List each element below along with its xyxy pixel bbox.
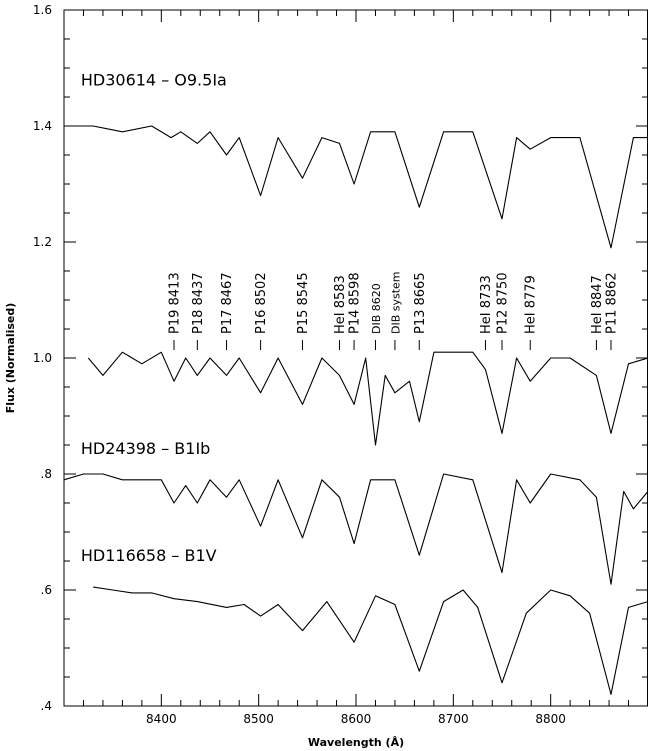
spectrum-series-4 [93, 586, 648, 695]
line-id-label: HeI 8733 [479, 275, 494, 334]
spectra [63, 125, 648, 695]
line-markers: P19 8413 P18 8437 P17 8467 P16 8502 P15 8545… [168, 271, 620, 350]
line-id-label: P16 8502 [254, 272, 269, 334]
y-tick-label: 1.2 [33, 235, 52, 249]
spectrum-series-3 [63, 473, 648, 585]
y-axis-title: Flux (Normalised) [4, 303, 17, 414]
x-axis-title: Wavelength (Å) [308, 736, 404, 749]
line-id-label: P15 8545 [296, 272, 311, 334]
spectrum-series-2 [87, 351, 648, 446]
line-id-label: HeI 8779 [524, 275, 539, 334]
line-id-label: P13 8665 [413, 272, 428, 334]
line-id-label: P18 8437 [191, 272, 206, 334]
star-label: HD30614 – O9.5Ia [81, 71, 227, 90]
y-tick-label: .6 [41, 583, 52, 597]
line-id-label: P12 8750 [496, 272, 511, 334]
line-id-label: DIB system [389, 271, 402, 334]
star-label: HD116658 – B1V [81, 546, 217, 565]
x-tick-label: 8700 [438, 712, 469, 726]
x-tick-label: 8600 [341, 712, 372, 726]
line-id-label: P14 8598 [348, 272, 363, 334]
y-tick-label: 1.4 [33, 119, 52, 133]
x-tick-label: 8400 [146, 712, 177, 726]
line-id-label: DIB 8620 [370, 283, 383, 334]
line-id-label: HeI 8583 [333, 275, 348, 334]
y-tick-label: .8 [41, 467, 52, 481]
line-id-label: HeI 8847 [590, 275, 605, 334]
y-tick-label: 1.6 [33, 3, 52, 17]
spectrum-series-1 [64, 125, 648, 249]
y-tick-label: 1.0 [33, 351, 52, 365]
star-label: HD24398 – B1Ib [81, 439, 210, 458]
axes: 8400 8500 8600 8700 8800 .4 .6 .8 1.0 1.2 1.4 1.6 [33, 3, 648, 726]
line-id-label: P17 8467 [220, 272, 235, 334]
x-tick-label: 8800 [535, 712, 566, 726]
y-tick-label: .4 [41, 699, 52, 713]
x-tick-label: 8500 [243, 712, 274, 726]
line-id-label: P11 8862 [605, 272, 620, 334]
labels: HD30614 – O9.5Ia HD24398 – B1Ib HD116658 –… [81, 71, 227, 566]
line-id-label: P19 8413 [168, 272, 183, 334]
